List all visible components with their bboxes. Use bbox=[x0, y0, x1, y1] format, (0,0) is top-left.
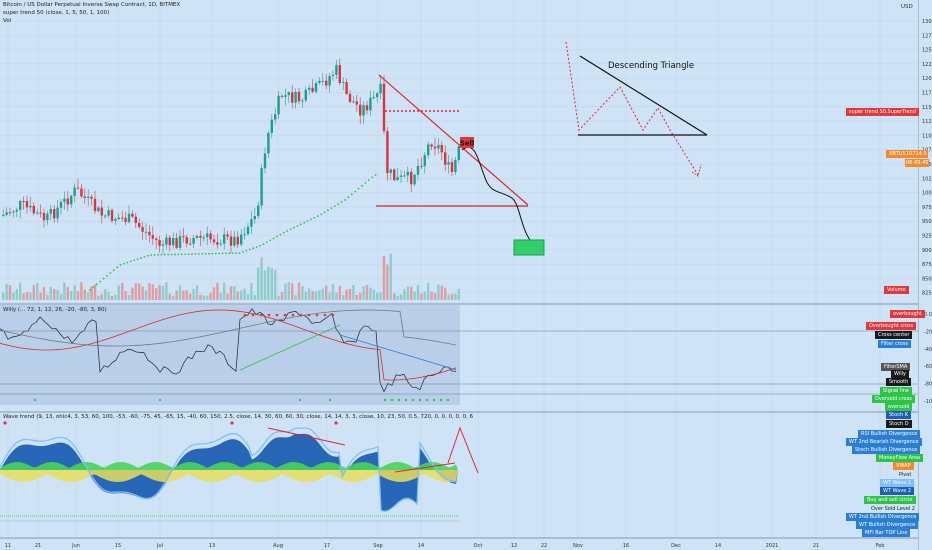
willy-tick: -60.0 bbox=[924, 364, 932, 370]
tag-wt-bullish-divergence: WT Bullish Divergence bbox=[856, 521, 919, 529]
tag-willy: Willy bbox=[891, 370, 909, 378]
willy-lines bbox=[0, 308, 918, 395]
price-tick: 11250.00 bbox=[922, 119, 932, 125]
tag-smooth: Smooth bbox=[886, 378, 912, 386]
time-tick: 21 bbox=[813, 543, 819, 549]
tag-pivot: Pivot bbox=[899, 472, 912, 478]
tag-price: 10714.5 bbox=[905, 150, 928, 158]
time-tick: Jun bbox=[71, 543, 80, 549]
tag-buy-sell-circle: Buy and sell circle bbox=[864, 496, 916, 504]
tag-cross-center: Cross center bbox=[875, 331, 913, 339]
price-tick: 8750.00 bbox=[922, 262, 932, 268]
price-candles bbox=[2, 58, 460, 254]
tag-vwap: VWAP bbox=[893, 462, 914, 470]
tag-signal-line: Signal line bbox=[880, 387, 912, 395]
wavetrend-header: Wave trend (9, 13, ohlc4, 3, 53, 60, 100… bbox=[3, 414, 473, 420]
tag-wt-wave2: WT Wave 2 bbox=[880, 487, 915, 495]
willy-axis[interactable]: 0.0 -20.0 -40.0 -60.0 -80.0 -100.0 bbox=[924, 312, 932, 405]
willy-tick: -100.0 bbox=[924, 399, 932, 405]
tag-wt2-bearish-divergence: WT 2nd Bearish Divergence bbox=[846, 438, 922, 446]
triangle-drawing[interactable] bbox=[376, 74, 545, 256]
price-tick: 12250.00 bbox=[922, 62, 932, 68]
time-tick: Oct bbox=[474, 543, 483, 549]
tag-supertrend: super trend 50.SuperTrend bbox=[846, 108, 919, 116]
price-tick: 10250.00 bbox=[922, 176, 932, 182]
tag-countdown: 06:49:45 bbox=[905, 159, 930, 167]
time-tick: 16 bbox=[623, 543, 629, 549]
price-tick: 9250.00 bbox=[922, 234, 932, 240]
willy-tick: -40.0 bbox=[924, 347, 932, 353]
time-tick: Dec bbox=[671, 543, 681, 549]
price-tick: 11500.00 bbox=[922, 105, 932, 111]
willy-dots bbox=[33, 313, 450, 402]
indicator-volume-label: Vol bbox=[3, 18, 12, 24]
tag-filtersma: FilterSMA bbox=[881, 363, 911, 371]
tag-oversold: oversold bbox=[885, 403, 913, 411]
tag-xbtusd: XBTUSD bbox=[886, 150, 913, 158]
time-tick: 14 bbox=[715, 543, 721, 549]
currency-label: USD bbox=[901, 4, 913, 10]
tag-wt2-bullish-divergence: WT 2nd Bullish Divergence bbox=[846, 513, 920, 521]
price-tick: 12750.00 bbox=[922, 33, 932, 39]
time-tick: 12 bbox=[511, 543, 517, 549]
time-tick: 17 bbox=[324, 543, 330, 549]
chart-title: Bitcoin / US Dollar Perpetual Inverse Sw… bbox=[3, 2, 181, 8]
tag-oversold-cross: Oversold cross bbox=[872, 395, 915, 403]
tag-overbought-cross: Overbought cross bbox=[866, 322, 917, 330]
supertrend-dots bbox=[89, 174, 377, 291]
tag-oversold-level2: Over Sold Level 2 bbox=[871, 506, 915, 512]
price-tick: 10000.00 bbox=[922, 191, 932, 197]
price-tick: 11000.00 bbox=[922, 133, 932, 139]
willy-shade bbox=[0, 305, 460, 405]
willy-tick: -80.0 bbox=[924, 382, 932, 388]
descending-triangle-title: Descending Triangle bbox=[608, 61, 694, 71]
time-tick: 13 bbox=[209, 543, 215, 549]
price-tick: 13000.00 bbox=[922, 19, 932, 25]
tag-moneyflow-area: MoneyFlow Area bbox=[876, 454, 924, 462]
price-tick: 12500.00 bbox=[922, 48, 932, 54]
time-tick: Aug bbox=[273, 543, 283, 549]
sell-label: Sell bbox=[460, 140, 475, 148]
time-tick: Jul bbox=[156, 543, 163, 549]
wavetrend-dots bbox=[3, 421, 338, 425]
indicator-supertrend-label: super trend 50 (close, 1, 5, 50, 1, 100) bbox=[3, 10, 110, 16]
price-tick: 9500.00 bbox=[922, 219, 932, 225]
tag-rsi-bullish-divergence: RSI Bullish Divergence bbox=[858, 430, 921, 438]
descending-triangle-illustration[interactable] bbox=[565, 41, 708, 177]
tag-mfi-bar-top-line: MFI Bar TOP Line bbox=[862, 529, 911, 537]
volume-bars bbox=[2, 253, 460, 300]
time-tick: 22 bbox=[541, 543, 547, 549]
willy-header: Willy (... 72, 1, 12, 26, -20, -80, 3, 8… bbox=[3, 307, 107, 313]
wavetrend-plot bbox=[0, 426, 479, 522]
tag-overbought: overbought bbox=[890, 310, 925, 318]
willy-tick: 0.0 bbox=[924, 312, 932, 318]
price-tick: 8500.00 bbox=[922, 276, 932, 282]
tag-wt-wave1: WT Wave 1 bbox=[880, 479, 915, 487]
time-tick: 11 bbox=[5, 543, 11, 549]
time-tick: 14 bbox=[418, 543, 424, 549]
time-tick: 21 bbox=[35, 543, 41, 549]
tag-stoch-k: Stoch K bbox=[886, 411, 911, 419]
time-tick: 2021 bbox=[766, 543, 779, 549]
willy-tick: -20.0 bbox=[924, 329, 932, 335]
time-tick: Feb bbox=[876, 543, 885, 549]
time-axis[interactable]: 11 21 Jun 15 Jul 13 Aug 17 Sep 14 Oct 12 22 Nov 16 Dec 1… bbox=[5, 543, 885, 549]
time-tick: Sep bbox=[373, 543, 382, 549]
tag-filter-cross: Filter cross bbox=[878, 340, 911, 348]
tag-stoch-d: Stoch D bbox=[886, 420, 912, 428]
price-tick: 9000.00 bbox=[922, 248, 932, 254]
tag-volume: Volume bbox=[884, 286, 909, 294]
price-tick: 12000.00 bbox=[922, 76, 932, 82]
time-tick: Nov bbox=[573, 543, 583, 549]
price-tick: 11750.00 bbox=[922, 91, 932, 97]
tag-stoch-bullish-divergence: Stoch Bullish Divergence bbox=[852, 446, 921, 454]
time-tick: 15 bbox=[115, 543, 121, 549]
price-tick: 9750.00 bbox=[922, 205, 932, 211]
